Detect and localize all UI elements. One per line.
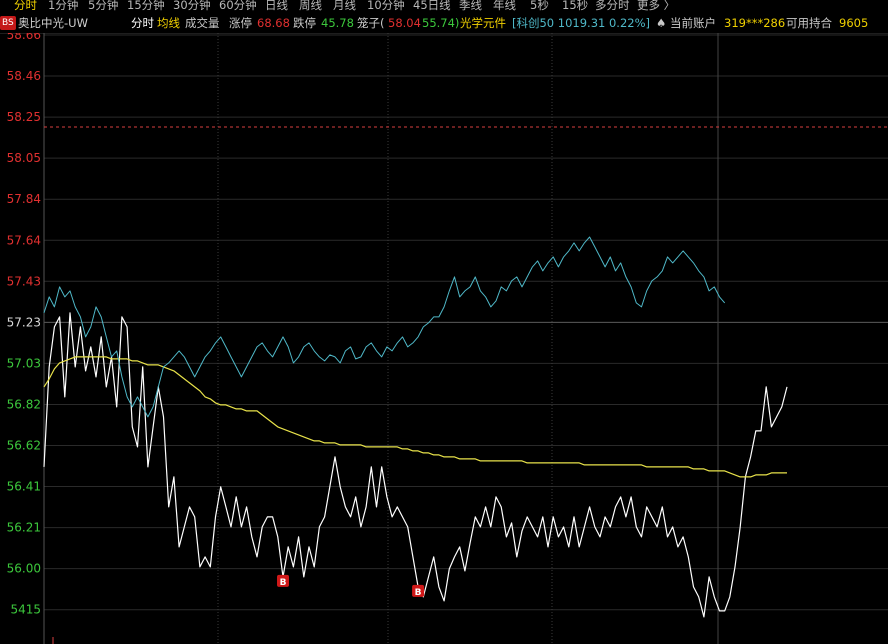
cage-label: 笼子( — [357, 16, 385, 30]
cage-high: 58.04 — [388, 16, 421, 30]
limit-up-label: 涨停 — [229, 16, 252, 30]
holdings-label: 可用持合 — [786, 16, 832, 30]
y-tick-label: 5415 — [10, 603, 41, 617]
cage-low: 55.74) — [422, 16, 460, 30]
sector-label[interactable]: 光学元件 — [460, 16, 506, 30]
buy-marker-label: B — [280, 578, 287, 588]
period-tab-15[interactable]: 多分时 — [595, 0, 630, 12]
period-tab-6[interactable]: 日线 — [265, 0, 288, 12]
period-tab-14[interactable]: 15秒 — [562, 0, 589, 12]
period-tab-16[interactable]: 更多 〉 — [637, 0, 676, 12]
account-value: 319***286 — [724, 16, 786, 30]
period-tab-7[interactable]: 周线 — [299, 0, 322, 12]
buy-marker-label: B — [415, 588, 422, 598]
y-tick-label: 56.00 — [7, 562, 41, 576]
period-tab-12[interactable]: 年线 — [493, 0, 516, 12]
buy-marker[interactable] — [412, 584, 425, 597]
y-tick-label: 56.21 — [7, 521, 41, 535]
price-line — [43, 312, 788, 618]
index-info[interactable]: [科创50 1019.31 0.22%] — [512, 16, 651, 30]
y-tick-label: 57.64 — [7, 233, 41, 247]
buy-marker[interactable] — [277, 574, 290, 587]
view-label[interactable]: 分时 — [131, 16, 154, 30]
y-tick-label: 58.66 — [7, 33, 41, 42]
y-tick-label: 56.41 — [7, 480, 41, 494]
index-line — [43, 236, 726, 418]
y-tick-label: 56.82 — [7, 397, 41, 411]
volume-toggle[interactable]: 成交量 — [185, 16, 220, 30]
period-tab-4[interactable]: 30分钟 — [173, 0, 211, 12]
period-tab-13[interactable]: 5秒 — [530, 0, 549, 12]
period-tab-3[interactable]: 15分钟 — [127, 0, 165, 12]
limit-up-value: 68.68 — [257, 16, 290, 30]
stock-name: 奥比中光-UW — [18, 16, 88, 30]
y-tick-label: 57.03 — [7, 356, 41, 370]
bs-badge[interactable]: BS — [0, 16, 16, 30]
period-tab-2[interactable]: 5分钟 — [88, 0, 119, 12]
period-tab-11[interactable]: 季线 — [459, 0, 482, 12]
period-tab-5[interactable]: 60分钟 — [219, 0, 257, 12]
y-tick-label: 58.46 — [7, 69, 41, 83]
period-tab-8[interactable]: 月线 — [333, 0, 356, 12]
period-tab-9[interactable]: 10分钟 — [367, 0, 405, 12]
holdings-value: 9605 — [839, 16, 869, 30]
account-icon[interactable]: ♠ — [656, 16, 667, 30]
avg-price-line — [43, 356, 787, 478]
y-tick-label: 57.43 — [7, 274, 41, 288]
period-tab-bar: 分时 1分钟 5分钟 15分钟 30分钟 60分钟 日线 周线 月线 10分钟 45日线 季线 年线 5秒… — [0, 0, 888, 12]
y-tick-label: 57.23 — [7, 315, 41, 329]
y-tick-label: 57.84 — [7, 192, 41, 206]
y-tick-label: 58.05 — [7, 151, 41, 165]
y-tick-label: 56.62 — [7, 439, 41, 453]
stock-info-bar: BS 奥比中光-UW 分时 均线 成交量 涨停 68.68 跌停 45.78 笼… — [0, 13, 888, 34]
limit-down-label: 跌停 — [293, 16, 316, 30]
period-tab-1[interactable]: 1分钟 — [48, 0, 79, 12]
y-tick-label: 58.25 — [7, 110, 41, 124]
intraday-chart[interactable]: 58.66 58.46 58.25 58.05 57.84 57.64 57.43 57.23… — [0, 33, 888, 644]
avg-line-toggle[interactable]: 均线 — [157, 16, 180, 30]
account-label: 当前账户 — [670, 16, 716, 30]
period-tab-0[interactable]: 分时 — [14, 0, 37, 12]
limit-down-value: 45.78 — [321, 16, 354, 30]
period-tab-10[interactable]: 45日线 — [413, 0, 451, 12]
